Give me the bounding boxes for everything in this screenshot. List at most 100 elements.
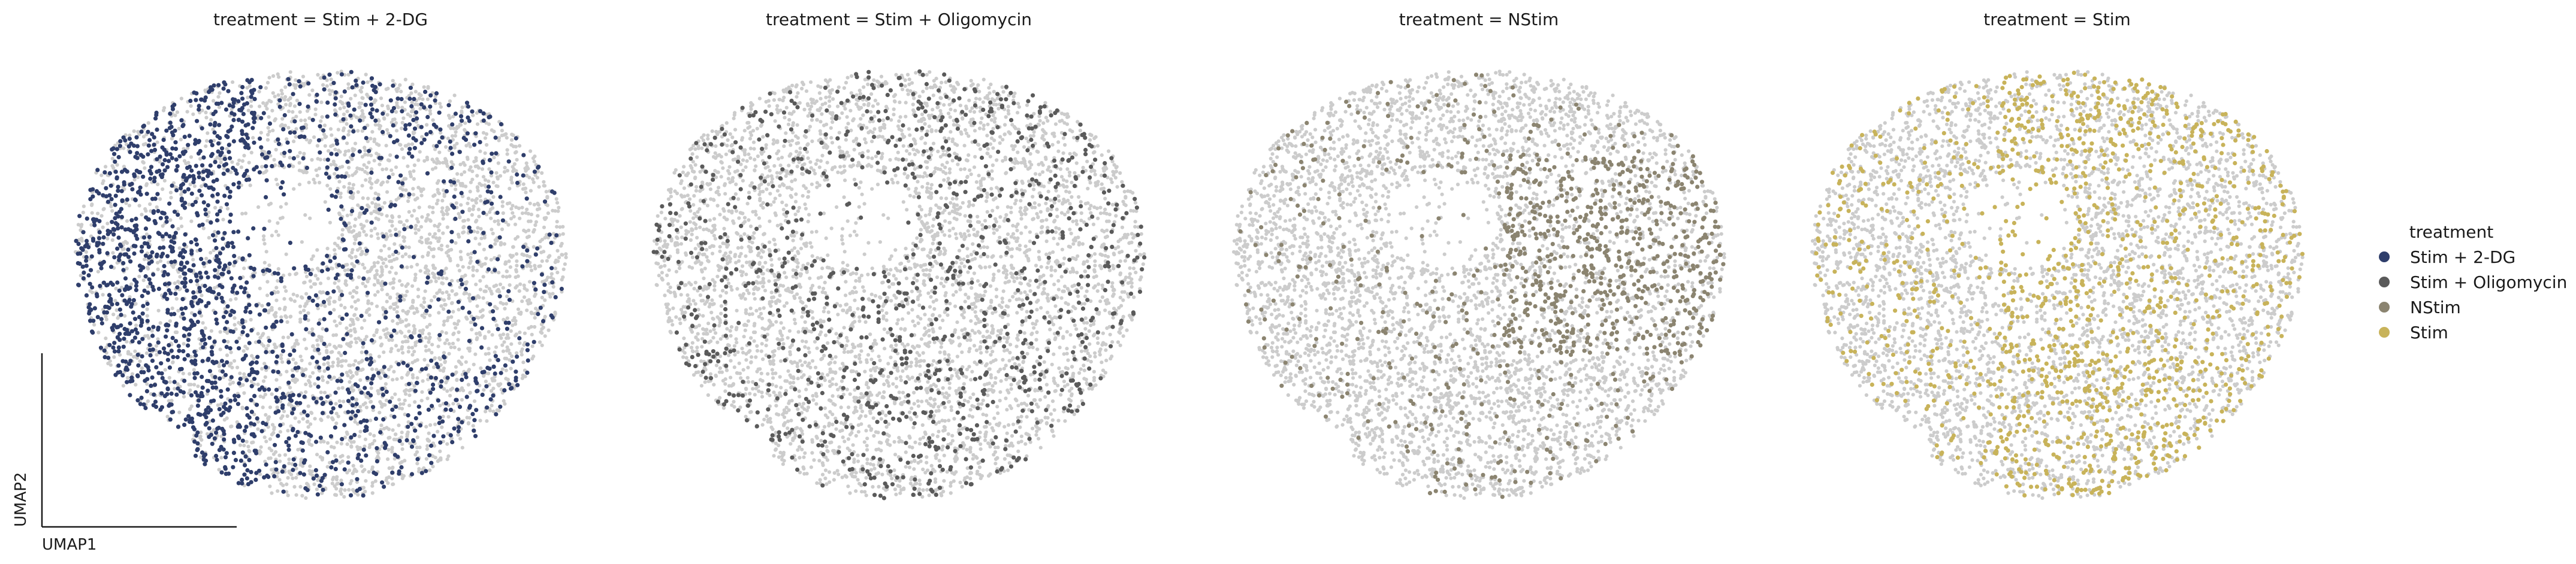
background-cell-point [391, 428, 395, 432]
background-cell-point [373, 191, 378, 195]
highlighted-cell-point [86, 273, 91, 278]
highlighted-cell-point [369, 381, 374, 386]
background-cell-point [380, 167, 385, 172]
highlighted-cell-point [364, 453, 369, 458]
highlighted-cell-point [448, 145, 453, 150]
highlighted-cell-point [168, 152, 173, 157]
background-cell-point [534, 220, 539, 224]
background-cell-point [323, 304, 327, 308]
highlighted-cell-point [303, 264, 308, 269]
background-cell-point [412, 324, 416, 328]
highlighted-cell-point [229, 276, 234, 281]
background-cell-point [467, 293, 472, 297]
background-cell-point [473, 198, 478, 202]
background-cell-point [330, 481, 334, 486]
background-cell-point [429, 279, 433, 283]
highlighted-cell-point [375, 446, 379, 451]
highlighted-cell-point [394, 249, 398, 254]
highlighted-cell-point [165, 387, 170, 392]
highlighted-cell-point [409, 334, 413, 339]
background-cell-point [292, 299, 297, 304]
highlighted-cell-point [173, 140, 178, 145]
highlighted-cell-point [305, 413, 310, 418]
background-cell-point [401, 309, 405, 313]
background-cell-point [351, 196, 355, 201]
highlighted-cell-point [221, 314, 226, 319]
background-cell-point [465, 317, 469, 321]
background-cell-point [514, 205, 518, 210]
highlighted-cell-point [286, 360, 291, 365]
highlighted-cell-point [442, 355, 447, 360]
background-cell-point [536, 214, 540, 218]
background-cell-point [450, 278, 454, 283]
highlighted-cell-point [481, 118, 486, 123]
highlighted-cell-point [207, 335, 212, 340]
highlighted-cell-point [104, 186, 108, 190]
highlighted-cell-point [240, 450, 245, 455]
background-cell-point [311, 344, 315, 348]
background-cell-point [397, 279, 402, 283]
highlighted-cell-point [460, 282, 464, 287]
background-cell-point [407, 329, 411, 333]
background-cell-point [145, 314, 149, 318]
background-cell-point [503, 356, 507, 360]
background-cell-point [370, 201, 375, 205]
highlighted-cell-point [389, 202, 394, 207]
background-cell-point [470, 177, 475, 181]
background-cell-point [358, 105, 362, 109]
background-cell-point [205, 139, 209, 143]
highlighted-cell-point [212, 339, 217, 344]
highlighted-cell-point [112, 151, 117, 156]
highlighted-cell-point [228, 195, 232, 199]
highlighted-cell-point [135, 236, 140, 241]
highlighted-cell-point [227, 142, 231, 147]
background-cell-point [455, 378, 459, 383]
highlighted-cell-point [186, 142, 191, 147]
background-cell-point [475, 337, 479, 341]
background-cell-point [545, 203, 549, 207]
background-cell-point [515, 284, 519, 288]
highlighted-cell-point [218, 251, 222, 256]
highlighted-cell-point [325, 253, 330, 258]
background-cell-point [395, 377, 399, 381]
highlighted-cell-point [311, 396, 316, 401]
background-cell-point [310, 327, 315, 331]
highlighted-cell-point [333, 195, 338, 199]
background-cell-point [350, 230, 354, 234]
highlighted-cell-point [214, 101, 219, 106]
background-cell-point [511, 245, 515, 249]
background-cell-point [191, 112, 195, 116]
background-cell-point [394, 129, 399, 133]
highlighted-cell-point [107, 171, 112, 175]
highlighted-cell-point [343, 350, 348, 356]
background-cell-point [428, 323, 432, 327]
background-cell-point [288, 102, 292, 106]
background-cell-point [168, 190, 173, 195]
background-cell-point [516, 307, 521, 311]
background-cell-point [433, 422, 437, 426]
highlighted-cell-point [137, 263, 143, 268]
highlighted-cell-point [161, 245, 166, 250]
highlighted-cell-point [206, 203, 210, 208]
background-cell-point [466, 218, 470, 222]
highlighted-cell-point [333, 466, 338, 472]
background-cell-point [101, 293, 105, 297]
highlighted-cell-point [395, 314, 400, 319]
background-cell-point [372, 196, 377, 201]
background-cell-point [336, 71, 340, 75]
highlighted-cell-point [365, 375, 370, 380]
highlighted-cell-point [225, 186, 230, 190]
highlighted-cell-point [177, 348, 182, 353]
background-cell-point [302, 151, 306, 156]
background-cell-point [372, 261, 376, 265]
background-cell-point [266, 126, 270, 130]
highlighted-cell-point [369, 96, 373, 101]
highlighted-cell-point [218, 153, 223, 157]
highlighted-cell-point [460, 119, 464, 123]
background-cell-point [342, 112, 346, 117]
highlighted-cell-point [375, 108, 379, 113]
background-cell-point [216, 403, 220, 407]
highlighted-cell-point [398, 298, 403, 303]
highlighted-cell-point [340, 372, 345, 377]
background-cell-point [484, 256, 488, 260]
